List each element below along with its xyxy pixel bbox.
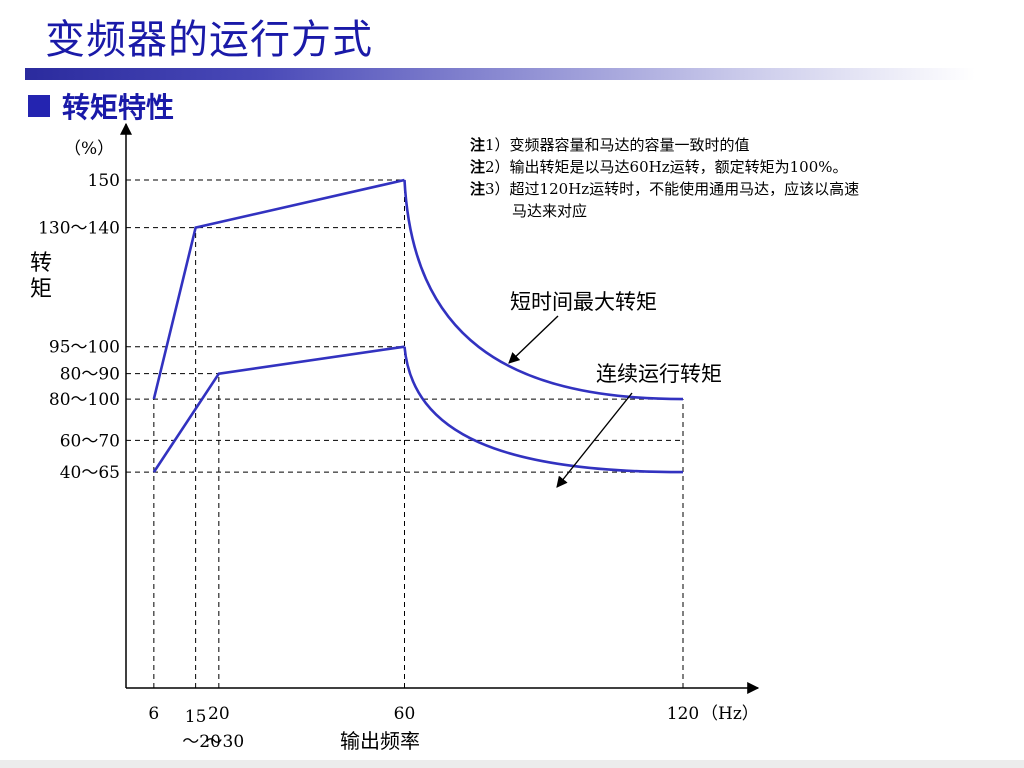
- series-label-continuous-torque: 连续运行转矩: [596, 362, 722, 386]
- y-tick-label: 150: [88, 171, 120, 191]
- x-tick-label: 15: [185, 707, 207, 727]
- x-tick-label: 120: [667, 704, 699, 724]
- series-line-constant-torque: [152, 345, 405, 473]
- note-label: 注: [470, 180, 486, 198]
- title-underline: [25, 68, 975, 80]
- x-tick-label: 60: [394, 704, 416, 724]
- x-tick-label: 20: [208, 704, 230, 724]
- series-line-constant-torque: [152, 178, 405, 400]
- note-line: 注3）超过120Hz运转时，不能使用通用马达，应该以高速: [470, 178, 859, 200]
- callout-arrow-continuous-torque: [556, 392, 633, 488]
- x-tick-label: 6: [148, 704, 159, 724]
- note-text: 1）变频器容量和马达的容量一致时的值: [485, 136, 750, 154]
- y-axis-unit: （%）: [64, 139, 114, 159]
- series-line-constant-power: [403, 179, 684, 401]
- slide-title: 变频器的运行方式: [45, 17, 373, 63]
- note-text: 2）输出转矩是以马达60Hz运转，额定转矩为100%。: [485, 158, 848, 176]
- y-axis-label: 转: [30, 251, 52, 276]
- series-label-max-torque: 短时间最大转矩: [510, 290, 657, 314]
- y-tick-label: 60～70: [60, 431, 120, 451]
- x-tick-label-range: ～20: [182, 732, 221, 752]
- note-line: 马达来对应: [470, 200, 859, 222]
- y-tick-label: 95～100: [49, 338, 120, 358]
- note-label: 注: [470, 158, 486, 176]
- series-line-constant-power: [403, 346, 684, 474]
- y-tick-label: 80～90: [60, 365, 120, 385]
- bullet-square-icon: [28, 95, 50, 117]
- callout-arrow-max-torque: [508, 315, 559, 364]
- y-tick-label: 130～140: [38, 219, 120, 239]
- y-tick-label: 80～100: [49, 390, 120, 410]
- note-text: 3）超过120Hz运转时，不能使用通用马达，应该以高速: [485, 180, 860, 198]
- note-label: 注: [470, 136, 486, 154]
- note-text: 马达来对应: [512, 202, 588, 220]
- note-line: 注2）输出转矩是以马达60Hz运转，额定转矩为100%。: [470, 156, 859, 178]
- footer-bar: [0, 760, 1024, 768]
- section-heading: 转矩特性: [28, 86, 174, 126]
- x-axis-label: 输出频率: [340, 729, 420, 753]
- notes-block: 注1）变频器容量和马达的容量一致时的值 注2）输出转矩是以马达60Hz运转，额定…: [470, 134, 859, 222]
- y-tick-label: 40～65: [60, 463, 120, 483]
- note-line: 注1）变频器容量和马达的容量一致时的值: [470, 134, 859, 156]
- y-axis-label: 矩: [30, 277, 52, 302]
- x-axis-unit: （Hz）: [701, 704, 759, 724]
- section-heading-text: 转矩特性: [62, 91, 175, 124]
- x-tick-label-range: ～30: [206, 732, 245, 752]
